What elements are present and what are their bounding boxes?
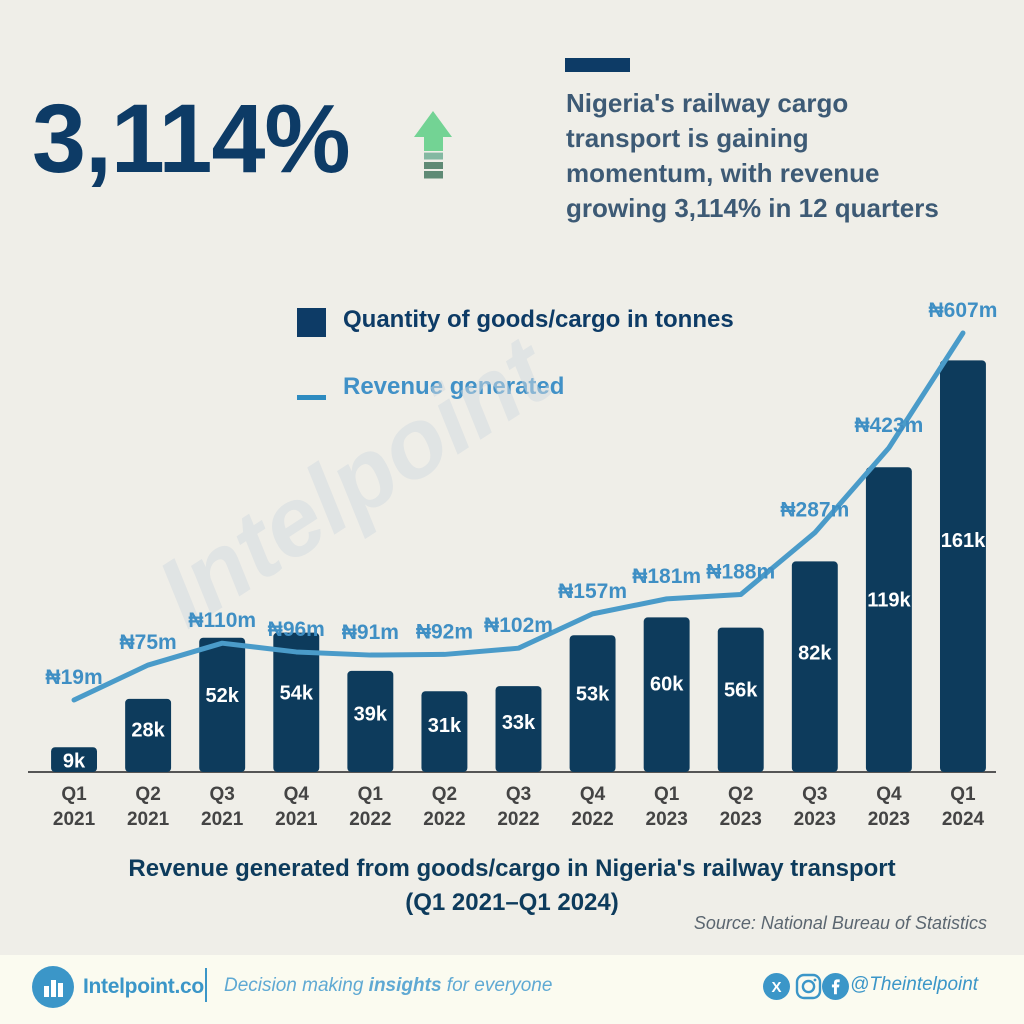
svg-text:₦181m: ₦181m: [632, 565, 701, 588]
svg-text:₦75m: ₦75m: [120, 631, 177, 654]
svg-text:2021: 2021: [275, 809, 318, 830]
svg-text:Q3: Q3: [210, 784, 235, 805]
svg-text:Q2: Q2: [135, 784, 160, 805]
svg-text:₦157m: ₦157m: [558, 580, 627, 603]
svg-text:54k: 54k: [280, 682, 314, 704]
svg-text:53k: 53k: [576, 684, 610, 706]
svg-text:56k: 56k: [724, 679, 758, 701]
svg-text:₦102m: ₦102m: [484, 614, 553, 637]
svg-text:₦19m: ₦19m: [45, 666, 102, 689]
svg-text:2022: 2022: [423, 809, 465, 830]
svg-text:52k: 52k: [206, 685, 240, 707]
svg-text:2022: 2022: [497, 809, 539, 830]
svg-text:9k: 9k: [63, 750, 86, 772]
svg-text:Q4: Q4: [284, 784, 310, 805]
svg-text:39k: 39k: [354, 704, 388, 726]
svg-text:119k: 119k: [867, 590, 911, 612]
svg-text:₦91m: ₦91m: [342, 621, 399, 644]
svg-text:2024: 2024: [942, 809, 985, 830]
svg-text:2021: 2021: [201, 809, 244, 830]
svg-text:Q2: Q2: [728, 784, 753, 805]
svg-text:Q4: Q4: [580, 784, 606, 805]
svg-text:2022: 2022: [571, 809, 613, 830]
svg-text:Q2: Q2: [432, 784, 457, 805]
svg-text:Q1: Q1: [61, 784, 87, 805]
svg-text:2023: 2023: [720, 809, 762, 830]
svg-text:₦110m: ₦110m: [188, 609, 256, 632]
svg-text:Q1: Q1: [654, 784, 680, 805]
svg-text:₦607m: ₦607m: [929, 299, 998, 322]
svg-text:28k: 28k: [131, 719, 165, 741]
svg-text:33k: 33k: [502, 712, 536, 734]
svg-text:Q4: Q4: [876, 784, 902, 805]
svg-text:₦287m: ₦287m: [780, 499, 849, 522]
svg-text:₦188m: ₦188m: [706, 561, 775, 584]
svg-text:₦92m: ₦92m: [416, 620, 473, 643]
svg-text:82k: 82k: [798, 642, 832, 664]
svg-text:60k: 60k: [650, 674, 684, 696]
svg-text:2021: 2021: [127, 809, 170, 830]
svg-text:2023: 2023: [794, 809, 836, 830]
svg-text:31k: 31k: [428, 715, 462, 737]
svg-text:₦96m: ₦96m: [268, 618, 325, 641]
svg-text:Q1: Q1: [950, 784, 976, 805]
svg-text:2021: 2021: [53, 809, 96, 830]
svg-text:₦423m: ₦423m: [854, 414, 923, 437]
svg-text:2023: 2023: [646, 809, 688, 830]
svg-text:X: X: [771, 979, 781, 996]
svg-text:Q3: Q3: [506, 784, 531, 805]
svg-text:161k: 161k: [941, 530, 986, 552]
svg-text:2022: 2022: [349, 809, 391, 830]
svg-text:Q1: Q1: [358, 784, 384, 805]
svg-text:2023: 2023: [868, 809, 910, 830]
svg-text:Q3: Q3: [802, 784, 827, 805]
